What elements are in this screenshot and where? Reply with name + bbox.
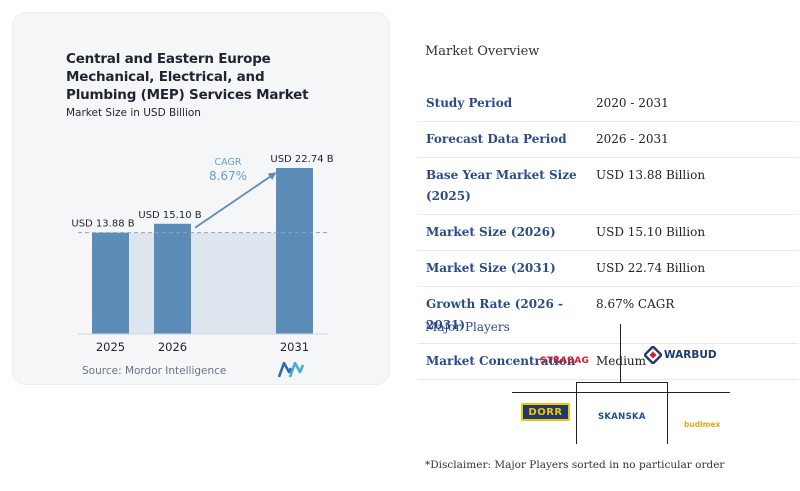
row-value: 8.67% CAGR bbox=[596, 297, 675, 311]
grid-divider bbox=[667, 382, 668, 444]
grid-divider bbox=[576, 382, 577, 444]
grid-divider bbox=[620, 324, 621, 382]
disclaimer: *Disclaimer: Major Players sorted in no … bbox=[425, 459, 725, 471]
chart-subtitle: Market Size in USD Billion bbox=[66, 107, 201, 119]
mordor-intelligence-logo bbox=[278, 362, 304, 378]
budimex-logo: budimex bbox=[684, 414, 720, 432]
row-label: Market Concentration bbox=[426, 354, 576, 368]
overview-table: Study Period 2020 - 2031 Forecast Data P… bbox=[418, 86, 798, 380]
warbud-logo-text: WARBUD bbox=[664, 349, 717, 361]
strabag-logo-text: STRABAG bbox=[540, 356, 590, 366]
bar bbox=[154, 223, 191, 334]
row-value: USD 15.10 Billion bbox=[596, 225, 706, 239]
dorr-logo-text: DORR bbox=[528, 406, 563, 418]
overview-row: Market Concentration Medium bbox=[418, 344, 798, 380]
overview-row: Market Size (2026) USD 15.10 Billion bbox=[418, 215, 798, 251]
row-value: USD 13.88 Billion bbox=[596, 168, 706, 182]
row-label: Growth Rate (2026 - 2031) bbox=[426, 297, 563, 332]
x-tick-label: 2031 bbox=[280, 340, 309, 354]
x-tick-label: 2025 bbox=[96, 340, 125, 354]
overview-row: Market Size (2031) USD 22.74 Billion bbox=[418, 251, 798, 287]
cagr-arrow bbox=[194, 172, 277, 229]
data-label: USD 15.10 B bbox=[138, 210, 201, 221]
bar bbox=[92, 232, 129, 334]
grid-divider bbox=[576, 382, 667, 383]
cagr-value: 8.67% bbox=[209, 169, 247, 183]
row-label: Market Size (2031) bbox=[426, 261, 556, 275]
row-label: Market Size (2026) bbox=[426, 225, 556, 239]
data-label: USD 22.74 B bbox=[270, 154, 333, 165]
budimex-logo-text: budimex bbox=[684, 420, 721, 429]
overview-row: Forecast Data Period 2026 - 2031 bbox=[418, 122, 798, 158]
skanska-logo-text: SKANSKA bbox=[598, 412, 646, 422]
row-value: 2026 - 2031 bbox=[596, 132, 669, 146]
row-label: Study Period bbox=[426, 96, 513, 110]
warbud-emblem-icon bbox=[644, 346, 662, 364]
row-value: USD 22.74 Billion bbox=[596, 261, 706, 275]
skanska-logo: SKANSKA bbox=[598, 406, 646, 424]
major-players-title: Major Players bbox=[425, 320, 510, 334]
bar-chart: USD 13.88 B USD 15.10 B USD 22.74 B 2025 202… bbox=[71, 154, 333, 354]
chart-title: Central and Eastern Europe Mechanical, E… bbox=[66, 51, 309, 103]
source-note: Source: Mordor Intelligence bbox=[82, 365, 227, 377]
x-tick-label: 2026 bbox=[158, 340, 187, 354]
row-value: Medium bbox=[596, 354, 647, 368]
warbud-logo: WARBUD bbox=[644, 346, 717, 364]
overview-row: Base Year Market Size (2025) USD 13.88 B… bbox=[418, 158, 798, 215]
data-label: USD 13.88 B bbox=[71, 219, 134, 230]
bar bbox=[276, 168, 313, 334]
overview-row: Growth Rate (2026 - 2031) 8.67% CAGR bbox=[418, 287, 798, 344]
cagr-label: CAGR bbox=[215, 157, 242, 168]
row-label: Forecast Data Period bbox=[426, 132, 567, 146]
dorr-logo: DORR bbox=[521, 403, 570, 421]
overview-title: Market Overview bbox=[425, 44, 540, 59]
strabag-logo: STRABAG bbox=[540, 350, 589, 368]
grid-divider bbox=[512, 392, 730, 393]
row-value: 2020 - 2031 bbox=[596, 96, 669, 110]
row-label: Base Year Market Size (2025) bbox=[426, 168, 577, 203]
overview-row: Study Period 2020 - 2031 bbox=[418, 86, 798, 122]
